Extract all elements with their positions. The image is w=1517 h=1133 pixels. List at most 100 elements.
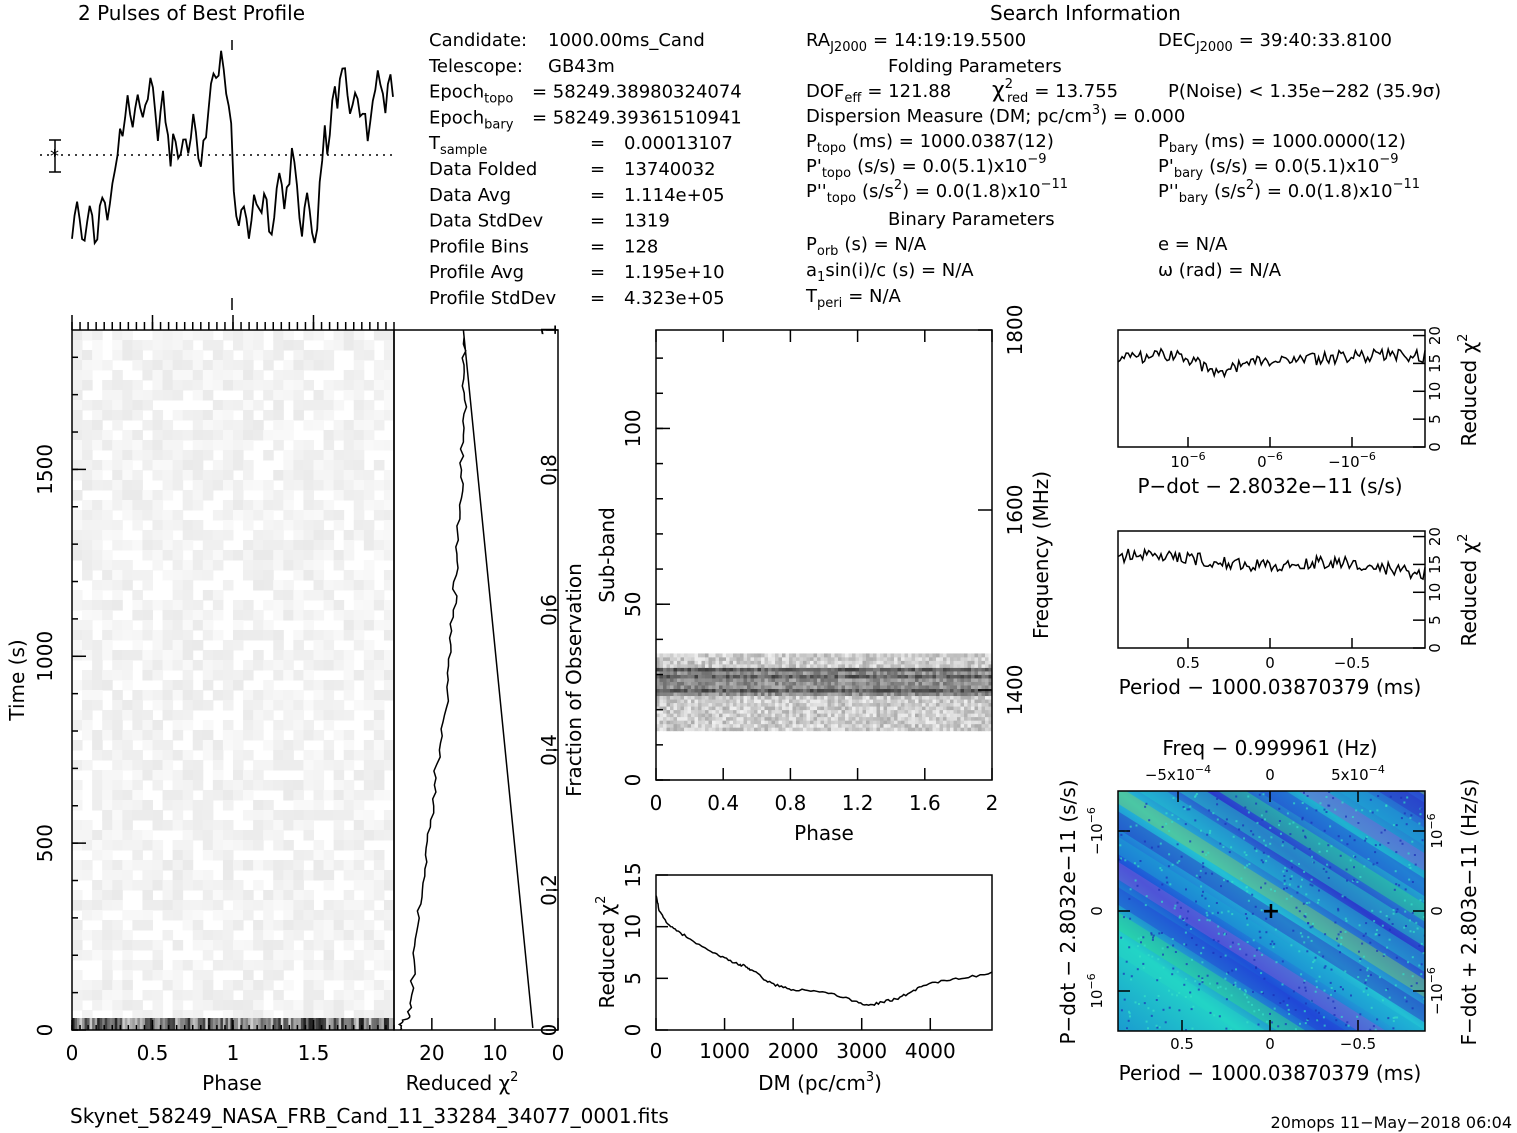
time-phase-cell bbox=[373, 510, 385, 521]
time-phase-cell bbox=[273, 500, 284, 511]
time-phase-cell bbox=[333, 660, 345, 671]
subband-cell bbox=[922, 667, 926, 672]
time-phase-cell bbox=[313, 560, 325, 571]
subband-cell bbox=[880, 678, 884, 682]
time-phase-cell bbox=[222, 930, 234, 941]
p-pdot-speckle bbox=[1176, 901, 1179, 904]
subband-cell bbox=[894, 667, 898, 672]
p-pdot-speckle bbox=[1419, 899, 1422, 902]
subband-cell bbox=[740, 709, 744, 714]
time-phase-first-row bbox=[268, 1018, 272, 1030]
subband-cell bbox=[715, 723, 720, 728]
p-pdot-speckle bbox=[1165, 812, 1168, 815]
subband-cell bbox=[782, 674, 786, 679]
subband-cell bbox=[803, 671, 807, 675]
subband-cell bbox=[764, 663, 769, 668]
subband-cell bbox=[743, 688, 748, 693]
subband-cell bbox=[670, 716, 674, 721]
time-phase-cell bbox=[283, 560, 294, 571]
subband-cell bbox=[701, 660, 706, 665]
time-phase-cell bbox=[293, 900, 304, 911]
subband-cell bbox=[792, 695, 797, 700]
p-pdot-speckle bbox=[1304, 835, 1306, 838]
time-phase-cell bbox=[202, 970, 214, 981]
p-pdot-speckle bbox=[1314, 1009, 1317, 1012]
time-phase-cell bbox=[383, 380, 395, 391]
subband-cell bbox=[687, 709, 692, 714]
subband-cell bbox=[789, 706, 793, 711]
subband-cell bbox=[855, 713, 860, 718]
info-value: 128 bbox=[624, 236, 658, 257]
subband-cell bbox=[747, 720, 751, 725]
info-label: Telescope: bbox=[428, 56, 523, 77]
subband-cell bbox=[845, 699, 849, 704]
time-phase-cell bbox=[363, 480, 375, 491]
subband-cell bbox=[712, 699, 716, 704]
subband-cell bbox=[694, 678, 699, 682]
chi2-ytick-label: 5 bbox=[1426, 615, 1444, 625]
p-pdot-speckle bbox=[1405, 925, 1407, 927]
time-phase-cell bbox=[152, 730, 164, 741]
time-phase-cell bbox=[102, 480, 113, 491]
time-phase-cell bbox=[112, 900, 123, 911]
time-phase-cell bbox=[172, 380, 184, 391]
subband-cell bbox=[698, 685, 702, 689]
p-pdot-speckle bbox=[1374, 851, 1377, 854]
time-phase-cell bbox=[373, 700, 385, 711]
time-phase-cell bbox=[313, 980, 325, 991]
subband-cell bbox=[775, 678, 779, 682]
p-pdot-axes: 0.5 0 −0.5−5x10−4 0 5x10−4−10−610−60 010−6−10… bbox=[1085, 763, 1446, 1053]
subband-cell bbox=[715, 685, 720, 689]
time-phase-cell bbox=[162, 440, 174, 451]
subband-cell bbox=[659, 656, 664, 661]
time-phase-cell bbox=[243, 410, 254, 421]
time-phase-cell bbox=[233, 790, 244, 801]
time-phase-cell bbox=[82, 900, 93, 911]
subband-cell bbox=[729, 671, 734, 675]
time-phase-cell bbox=[122, 750, 133, 761]
time-phase-cell bbox=[363, 810, 375, 821]
time-phase-cell bbox=[233, 370, 244, 381]
time-phase-ytick-label: 500 bbox=[33, 824, 57, 862]
time-phase-cell bbox=[303, 910, 314, 921]
subband-cell bbox=[845, 656, 849, 661]
time-phase-first-row bbox=[250, 1018, 254, 1030]
p-pdot-panel: Freq − 0.999961 (Hz) + 0.5 0 −0.5−5x10−4 0 5… bbox=[1056, 736, 1481, 1085]
time-phase-first-row bbox=[303, 1018, 307, 1030]
time-phase-cell bbox=[313, 780, 325, 791]
time-phase-cell bbox=[283, 920, 294, 931]
time-phase-cell bbox=[82, 560, 93, 571]
subband-cell bbox=[834, 660, 839, 665]
subband-cell bbox=[824, 692, 828, 697]
subband-cell bbox=[988, 667, 993, 672]
time-phase-cell bbox=[192, 980, 204, 991]
subband-cell bbox=[719, 699, 723, 704]
footer-filename: Skynet_58249_NASA_FRB_Cand_11_33284_3407… bbox=[70, 1104, 669, 1128]
time-phase-cell bbox=[303, 670, 314, 681]
time-phase-cell bbox=[182, 900, 194, 911]
subband-cell bbox=[932, 660, 937, 665]
time-phase-cell bbox=[343, 740, 355, 751]
subband-cell bbox=[691, 685, 695, 689]
subband-cell bbox=[810, 678, 814, 682]
subband-cell bbox=[981, 653, 986, 658]
time-phase-cell bbox=[192, 570, 204, 581]
time-phase-cell bbox=[323, 480, 335, 491]
dm-ytick-label: 0 bbox=[621, 1024, 645, 1037]
subband-cell bbox=[862, 695, 867, 700]
subband-cell bbox=[813, 667, 818, 672]
subband-cell bbox=[880, 706, 884, 711]
time-phase-cell bbox=[353, 1010, 365, 1021]
subband-cell bbox=[932, 688, 937, 693]
subband-cell bbox=[971, 706, 975, 711]
subband-cell bbox=[915, 727, 919, 732]
subband-cell bbox=[691, 667, 695, 672]
time-phase-cell bbox=[343, 730, 355, 741]
p-pdot-speckle bbox=[1382, 954, 1385, 957]
subband-cell bbox=[673, 727, 678, 732]
time-phase-cell bbox=[122, 740, 133, 751]
time-phase-cell bbox=[313, 450, 325, 461]
subband-cell bbox=[726, 663, 730, 668]
subband-cell bbox=[904, 695, 909, 700]
